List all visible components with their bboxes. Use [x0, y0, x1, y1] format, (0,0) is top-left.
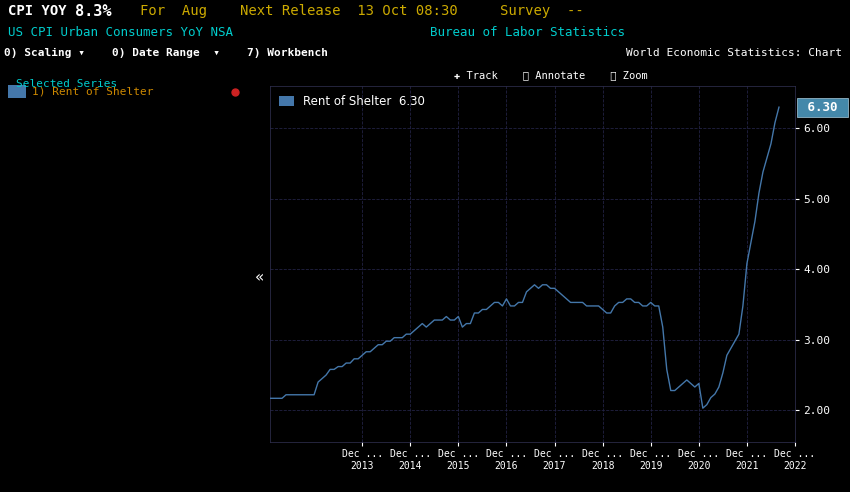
- Legend: Rent of Shelter  6.30: Rent of Shelter 6.30: [276, 92, 428, 112]
- Text: 1) Rent of Shelter: 1) Rent of Shelter: [32, 87, 154, 97]
- Text: Bureau of Labor Statistics: Bureau of Labor Statistics: [430, 26, 625, 38]
- Bar: [8, 86, 25, 98]
- Text: ✚ Track    ⁄ Annotate    🔍 Zoom: ✚ Track ⁄ Annotate 🔍 Zoom: [454, 70, 648, 80]
- Text: CPI YOY: CPI YOY: [8, 4, 66, 18]
- Text: World Economic Statistics: Chart: World Economic Statistics: Chart: [626, 48, 842, 58]
- Text: Survey  --: Survey --: [500, 4, 584, 18]
- Text: Next Release  13 Oct 08:30: Next Release 13 Oct 08:30: [240, 4, 458, 18]
- Text: For  Aug: For Aug: [140, 4, 207, 18]
- Text: Selected Series: Selected Series: [16, 79, 117, 89]
- Text: 0) Scaling ▾    0) Date Range  ▾    7) Workbench: 0) Scaling ▾ 0) Date Range ▾ 7) Workbenc…: [4, 48, 328, 58]
- Text: 6.30: 6.30: [800, 101, 845, 114]
- Text: US CPI Urban Consumers YoY NSA: US CPI Urban Consumers YoY NSA: [8, 26, 233, 38]
- Text: «: «: [255, 271, 264, 285]
- Text: 8.3%: 8.3%: [75, 3, 111, 19]
